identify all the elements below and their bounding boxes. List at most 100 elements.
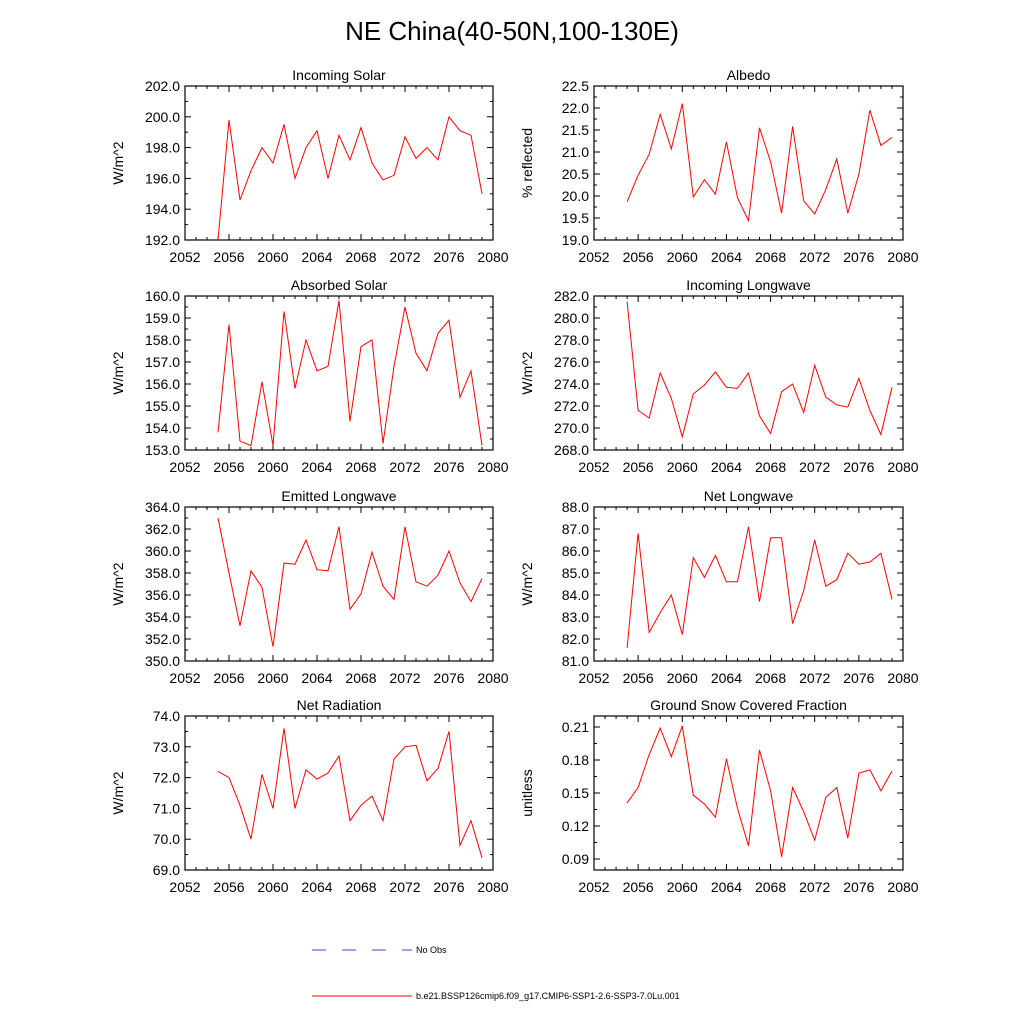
y-tick-label: 282.0 <box>554 288 589 304</box>
x-tick-label: 2064 <box>711 670 742 686</box>
panel-2: Albedo % reflected 2052 2056 2060 2064 2068 207… <box>519 67 919 265</box>
y-tick-label: 85.0 <box>562 565 589 581</box>
legend-no-obs-label: No Obs <box>416 945 447 955</box>
x-tick-label: 2052 <box>578 670 609 686</box>
y-axis-label: W/m^2 <box>110 141 126 184</box>
x-tick-label: 2060 <box>257 249 288 265</box>
y-tick-label: 280.0 <box>554 310 589 326</box>
y-tick-label: 69.0 <box>153 862 180 878</box>
x-tick-label: 2056 <box>623 249 654 265</box>
x-tick-label: 2080 <box>477 879 508 895</box>
legend: No Obs b.e21.BSSP126cmip6.f09_g17.CMIP6-… <box>312 945 680 1001</box>
y-tick-label: 70.0 <box>153 831 180 847</box>
panel-8: Ground Snow Covered Fraction unitless 2052… <box>519 697 919 895</box>
x-tick-label: 2080 <box>887 249 918 265</box>
y-tick-label: 0.12 <box>562 818 589 834</box>
y-tick-label: 84.0 <box>562 587 589 603</box>
y-tick-label: 270.0 <box>554 420 589 436</box>
y-tick-label: 153.0 <box>145 442 180 458</box>
x-tick-label: 2064 <box>711 249 742 265</box>
x-tick-label: 2056 <box>213 459 244 475</box>
series-line-1 <box>626 725 893 857</box>
y-tick-label: 81.0 <box>562 653 589 669</box>
series-line-1 <box>217 517 483 647</box>
x-tick-label: 2060 <box>257 879 288 895</box>
x-tick-label: 2052 <box>578 249 609 265</box>
y-tick-label: 200.0 <box>145 109 180 125</box>
y-axis-label: unitless <box>519 769 535 816</box>
x-tick-label: 2076 <box>843 459 874 475</box>
y-tick-label: 72.0 <box>153 770 180 786</box>
y-tick-label: 21.5 <box>562 122 589 138</box>
x-tick-label: 2076 <box>843 670 874 686</box>
x-tick-label: 2060 <box>667 670 698 686</box>
y-axis-label: W/m^2 <box>110 351 126 394</box>
series-line-1 <box>217 115 483 241</box>
y-tick-label: 20.5 <box>562 166 589 182</box>
x-tick-label: 2056 <box>623 879 654 895</box>
y-tick-label: 22.0 <box>562 100 589 116</box>
x-tick-label: 2064 <box>301 879 332 895</box>
panel-3: Absorbed Solar W/m^2 2052 2056 2060 2064 2068 2… <box>110 277 509 475</box>
y-tick-label: 83.0 <box>562 609 589 625</box>
y-axis-label: W/m^2 <box>519 562 535 605</box>
y-axis-label: W/m^2 <box>519 351 535 394</box>
plot-frame <box>593 715 904 871</box>
y-tick-label: 74.0 <box>153 708 180 724</box>
y-tick-label: 278.0 <box>554 332 589 348</box>
panel-title: Emitted Longwave <box>281 488 396 504</box>
panel-4: Incoming Longwave W/m^2 2052 2056 2060 2064 20… <box>519 277 919 475</box>
y-tick-label: 194.0 <box>145 201 180 217</box>
x-tick-label: 2060 <box>667 879 698 895</box>
x-tick-label: 2072 <box>799 670 830 686</box>
y-tick-label: 71.0 <box>153 800 180 816</box>
y-tick-label: 350.0 <box>145 653 180 669</box>
y-tick-label: 358.0 <box>145 565 180 581</box>
y-tick-label: 0.09 <box>562 851 589 867</box>
y-tick-label: 0.18 <box>562 752 589 768</box>
x-tick-label: 2052 <box>169 670 200 686</box>
x-tick-label: 2052 <box>578 459 609 475</box>
y-tick-label: 82.0 <box>562 631 589 647</box>
x-tick-label: 2052 <box>169 249 200 265</box>
y-tick-label: 157.0 <box>145 354 180 370</box>
series-line-1 <box>626 301 893 439</box>
y-tick-label: 352.0 <box>145 631 180 647</box>
y-tick-label: 19.5 <box>562 210 589 226</box>
x-tick-label: 2056 <box>213 670 244 686</box>
y-tick-label: 21.0 <box>562 144 589 160</box>
plot-frame <box>184 295 494 451</box>
x-tick-label: 2072 <box>389 249 420 265</box>
plot-frame <box>184 85 494 241</box>
y-tick-label: 354.0 <box>145 609 180 625</box>
y-tick-label: 20.0 <box>562 188 589 204</box>
x-tick-label: 2068 <box>345 249 376 265</box>
y-tick-label: 158.0 <box>145 332 180 348</box>
x-tick-label: 2072 <box>389 670 420 686</box>
panel-title: Net Longwave <box>704 488 794 504</box>
panel-title: Absorbed Solar <box>291 277 388 293</box>
x-tick-label: 2056 <box>623 670 654 686</box>
x-tick-label: 2080 <box>477 670 508 686</box>
x-tick-label: 2076 <box>433 249 464 265</box>
x-tick-label: 2076 <box>843 249 874 265</box>
y-tick-label: 156.0 <box>145 376 180 392</box>
figure-title: NE China(40-50N,100-130E) <box>345 16 679 46</box>
panel-title: Net Radiation <box>297 697 382 713</box>
x-tick-label: 2076 <box>433 670 464 686</box>
x-tick-label: 2072 <box>799 249 830 265</box>
y-tick-label: 202.0 <box>145 78 180 94</box>
x-tick-label: 2052 <box>169 879 200 895</box>
y-tick-label: 268.0 <box>554 442 589 458</box>
x-tick-label: 2064 <box>301 249 332 265</box>
x-tick-label: 2060 <box>257 459 288 475</box>
x-tick-label: 2064 <box>301 670 332 686</box>
y-tick-label: 88.0 <box>562 499 589 515</box>
y-tick-label: 87.0 <box>562 521 589 537</box>
panel-title: Albedo <box>727 67 771 83</box>
y-tick-label: 22.5 <box>562 78 589 94</box>
x-tick-label: 2080 <box>477 459 508 475</box>
y-tick-label: 192.0 <box>145 232 180 248</box>
y-tick-label: 276.0 <box>554 354 589 370</box>
y-tick-label: 364.0 <box>145 499 180 515</box>
